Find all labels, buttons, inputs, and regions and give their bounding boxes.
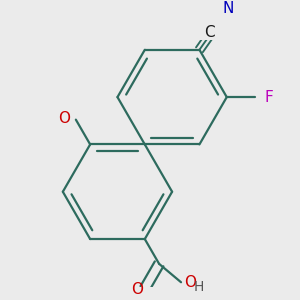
- Text: H: H: [194, 280, 204, 294]
- Text: C: C: [204, 26, 215, 40]
- Text: O: O: [58, 112, 70, 127]
- Text: O: O: [184, 275, 196, 290]
- Text: F: F: [264, 90, 273, 105]
- Text: N: N: [223, 1, 234, 16]
- Text: O: O: [131, 282, 143, 297]
